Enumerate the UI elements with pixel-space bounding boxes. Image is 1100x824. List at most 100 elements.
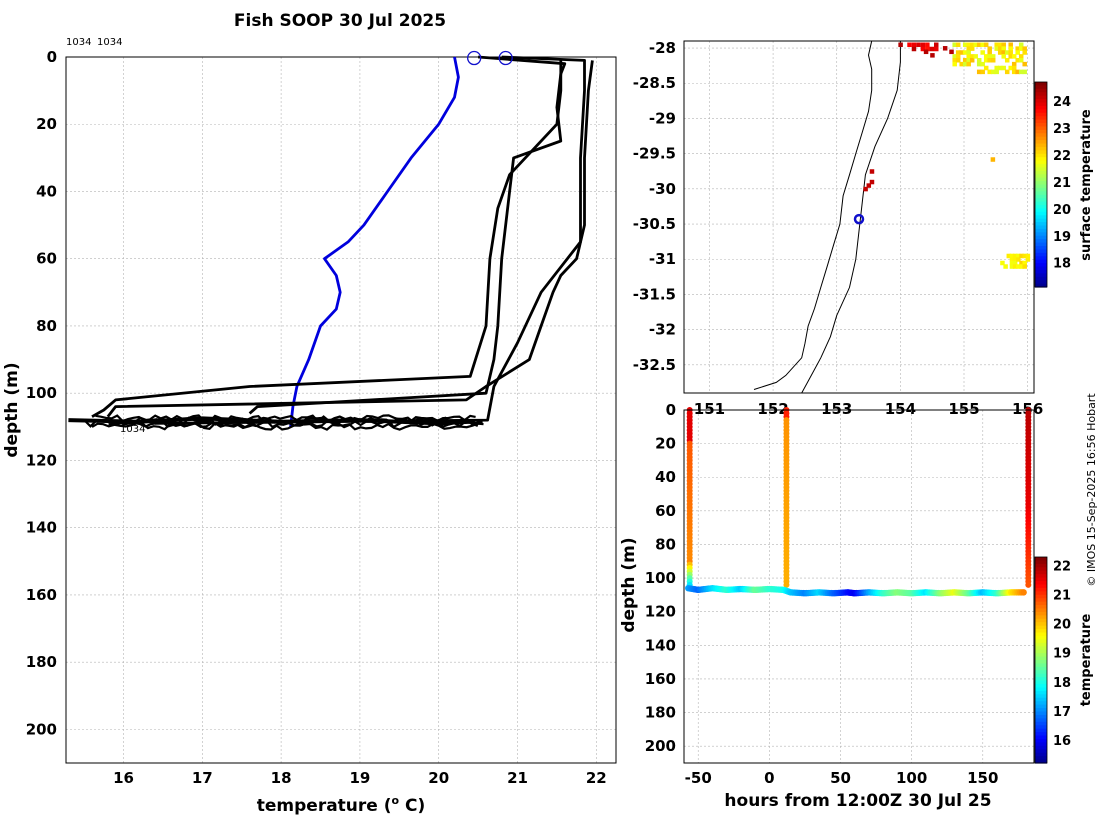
map-colorbar-segment [1035, 249, 1047, 254]
surface-marker [467, 50, 482, 66]
sst-cell [934, 42, 939, 48]
section-colorbar-title: temperature [1079, 614, 1094, 707]
section-colorbar-segment [1035, 673, 1047, 678]
sst-cell [1018, 42, 1024, 48]
profile-y-tick-label: 140 [26, 519, 57, 537]
sst-cell [916, 42, 921, 48]
map-lat-tick-label: -30.5 [633, 215, 676, 233]
section-colorbar-tick-label: 18 [1053, 676, 1071, 691]
map-colorbar-segment [1035, 150, 1047, 155]
map-colorbar-segment [1035, 160, 1047, 165]
sst-cell [997, 65, 1003, 71]
sst-cell [1015, 69, 1020, 75]
section-x-tick-label: 100 [896, 769, 927, 787]
map-colorbar-segment [1035, 112, 1047, 117]
map-colorbar-segment [1035, 136, 1047, 141]
sst-cell [1008, 46, 1013, 51]
section-colorbar-segment [1035, 759, 1047, 764]
map-lat-tick-label: -31.5 [633, 285, 676, 303]
sst-cell [1022, 61, 1027, 67]
map-colorbar-segment [1035, 133, 1047, 138]
section-x-tick-label: -50 [685, 769, 712, 787]
map-colorbar-segment [1035, 263, 1047, 268]
section-colorbar-segment [1035, 752, 1047, 757]
sst-cell [983, 65, 989, 71]
sst-cell [997, 42, 1003, 48]
top-label-left: 1034 [66, 37, 91, 48]
sst-cell [1025, 253, 1031, 259]
sst-cell [869, 179, 875, 185]
sst-cell [920, 46, 926, 52]
profile-y-tick-label: 60 [36, 250, 57, 268]
profile-number-label: 1034 [120, 424, 145, 435]
sst-cell [987, 46, 992, 51]
section-colorbar-segment [1035, 701, 1047, 706]
sst-cell [1001, 42, 1006, 48]
map-colorbar-segment [1035, 191, 1047, 196]
section-colorbar-segment [1035, 615, 1047, 620]
sst-cell [966, 61, 971, 67]
sst-cell [962, 50, 968, 55]
section-colorbar-segment [1035, 660, 1047, 665]
sst-cell [990, 69, 996, 75]
sst-cell [997, 46, 1003, 51]
sst-cell [987, 50, 992, 55]
sst-cell [987, 58, 992, 63]
map-colorbar-segment [1035, 273, 1047, 278]
section-colorbar-segment [1035, 577, 1047, 582]
section-colorbar-segment [1035, 704, 1047, 709]
sst-cell [966, 50, 971, 55]
map-colorbar-segment [1035, 211, 1047, 216]
sst-cell [1015, 50, 1020, 55]
sst-cell [980, 61, 985, 67]
sst-cell [1004, 50, 1010, 55]
map-colorbar-segment [1035, 82, 1047, 87]
sst-cell [1018, 58, 1024, 63]
section-y-tick-label: 140 [645, 636, 676, 654]
section-x-tick-label: 0 [764, 769, 774, 787]
sst-cell [966, 58, 971, 63]
sst-cell [863, 186, 868, 192]
sst-cell [969, 42, 975, 48]
sst-cell [959, 50, 964, 55]
sst-cell [1012, 257, 1018, 262]
sst-cell [976, 69, 982, 75]
sst-cell [1001, 46, 1006, 51]
map-lon-tick-label: 152 [757, 400, 788, 418]
sst-cell [907, 42, 912, 48]
map-panel: 151152153154155156-28-28.5-29-29.5-30-30… [633, 39, 1094, 418]
map-colorbar-tick-label: 24 [1053, 95, 1071, 110]
sst-cell [1008, 50, 1013, 55]
map-colorbar-segment [1035, 194, 1047, 199]
section-colorbar-segment [1035, 601, 1047, 606]
map-colorbar-frame [1034, 81, 1048, 288]
section-colorbar-tick-label: 20 [1053, 618, 1071, 633]
map-lat-tick-label: -32.5 [633, 356, 676, 374]
section-colorbar-segment [1035, 697, 1047, 702]
sst-cell [952, 54, 957, 59]
map-colorbar-segment [1035, 164, 1047, 169]
sst-cell [923, 49, 929, 55]
sst-cell [955, 42, 961, 48]
profile-plot-frame [65, 56, 617, 764]
sst-cell [962, 61, 968, 67]
sst-cell [962, 42, 968, 48]
profile-y-tick-label: 80 [36, 317, 57, 335]
map-colorbar-segment [1035, 215, 1047, 220]
map-colorbar-segment [1035, 218, 1047, 223]
sst-cell [994, 65, 999, 71]
section-colorbar-segment [1035, 608, 1047, 613]
section-colorbar-segment [1035, 563, 1047, 568]
map-colorbar-segment [1035, 157, 1047, 162]
map-colorbar-tick-label: 21 [1053, 176, 1071, 191]
sst-cell [994, 46, 999, 51]
coastline [753, 40, 873, 390]
map-lon-tick-label: 153 [821, 400, 852, 418]
sst-cell [929, 46, 935, 52]
section-colorbar-segment [1035, 646, 1047, 651]
sst-cell [1015, 46, 1020, 51]
sst-cell [1011, 61, 1017, 67]
seafloor-trace [84, 419, 472, 429]
section-y-tick-label: 60 [655, 502, 676, 520]
sst-cell [1018, 54, 1024, 59]
